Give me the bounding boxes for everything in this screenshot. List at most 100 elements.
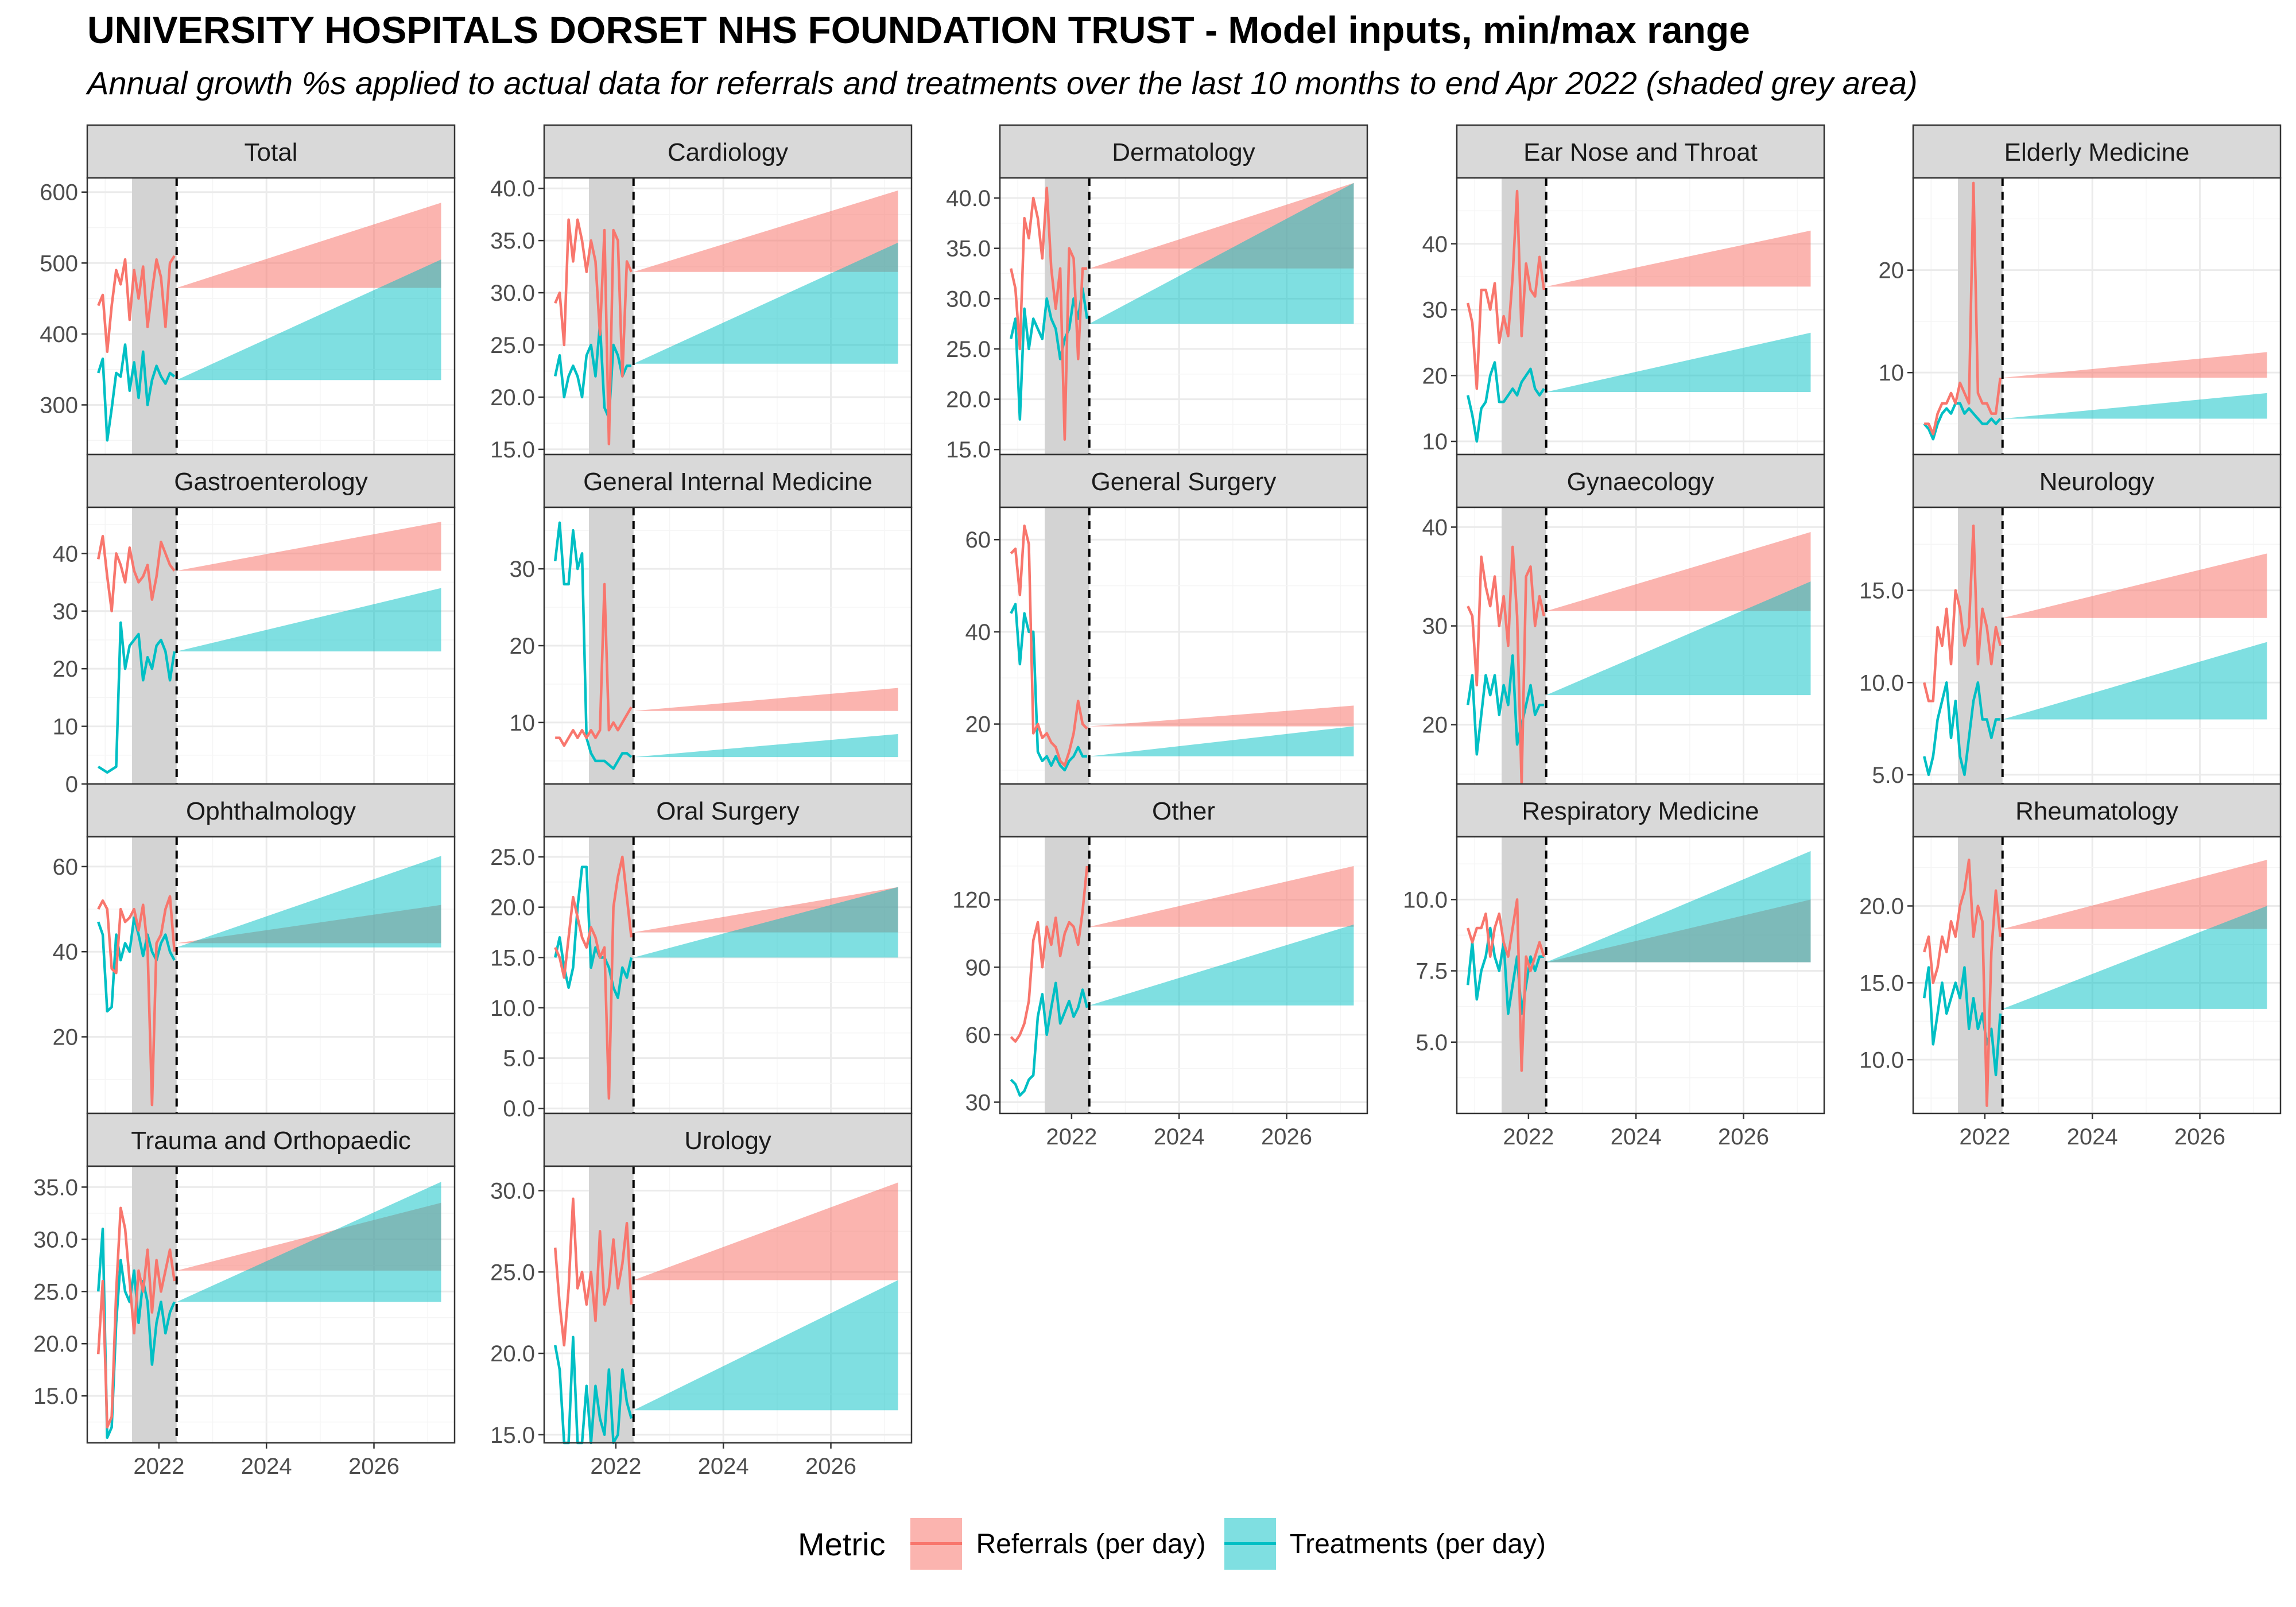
facet-label: Total [245,138,298,166]
y-tick-label: 35.0 [33,1175,78,1200]
y-tick-label: 25.0 [490,333,535,358]
referrals-line [554,218,633,446]
referral-projection-band [1089,865,1354,927]
facet-label: Gynaecology [1567,468,1715,496]
y-tick-label: 5.0 [503,1046,535,1072]
chart-title: UNIVERSITY HOSPITALS DORSET NHS FOUNDATI… [87,9,1750,51]
y-tick-label: 40 [53,541,79,566]
treatment-projection-band [633,887,898,958]
referral-projection-band [2002,860,2267,929]
y-tick-label: 30 [53,599,79,624]
treatment-projection-band [176,259,441,381]
y-tick-label: 40 [1422,515,1448,540]
y-tick-label: 10 [1879,360,1905,386]
referrals-line [1010,865,1089,1043]
y-tick-label: 35.0 [490,228,535,254]
y-tick-label: 20 [1422,363,1448,389]
referral-projection-band [1546,230,1811,287]
x-tick-label: 2024 [241,1454,292,1479]
facet-label: Respiratory Medicine [1522,797,1759,825]
y-tick-label: 20.0 [33,1332,78,1357]
y-tick-label: 20.0 [490,1341,535,1367]
treatment-projection-band [633,1280,898,1411]
y-tick-label: 25.0 [33,1279,78,1305]
facet-label: Ear Nose and Throat [1523,138,1758,166]
shaded-period [1502,837,1546,1113]
y-tick-label: 30 [510,557,536,582]
referrals-line [555,583,633,747]
y-tick-label: 30.0 [490,1179,535,1204]
y-tick-label: 40 [53,940,79,965]
facet-strip [1912,124,2282,179]
facet-strip [543,783,913,838]
treatments-line [97,916,176,1013]
shaded-period [1045,507,1089,784]
referral-projection-band [2002,553,2267,618]
facet-strip [543,453,913,509]
y-tick-label: 15.0 [1859,579,1904,604]
x-tick-label: 2026 [2174,1124,2225,1150]
x-tick-label: 2024 [1154,1124,1205,1150]
y-tick-label: 500 [40,251,78,276]
legend-key-referrals [910,1518,963,1570]
x-tick-label: 2022 [1959,1124,2010,1150]
facet-label: Cardiology [668,138,788,166]
y-tick-label: 30 [965,1090,991,1115]
y-tick-label: 25.0 [946,337,991,362]
treatments-line [1923,402,2002,441]
treatment-projection-band [1089,183,1354,324]
legend-key-treatments [1224,1518,1276,1570]
referral-projection-band [633,688,898,711]
y-tick-label: 40.0 [490,176,535,201]
x-tick-label: 2022 [133,1454,184,1479]
treatment-projection-band [2002,906,2267,1009]
treatments-line [554,323,631,420]
referrals-line [1010,187,1087,441]
x-tick-label: 2026 [805,1454,856,1479]
shaded-period [132,1166,177,1443]
shaded-period [1958,178,2003,455]
facet-strip [86,453,456,509]
facet-label: General Surgery [1091,468,1277,496]
panel-border [86,1165,456,1444]
y-tick-label: 0.0 [503,1096,535,1121]
y-tick-label: 15.0 [490,945,535,971]
treatments-line [1467,361,1545,443]
panel-border [999,836,1368,1115]
y-tick-label: 400 [40,322,78,347]
facet-label: Gastroenterology [174,468,368,496]
y-tick-label: 20 [965,712,991,737]
treatments-line [97,621,176,774]
facet-strip [543,124,913,179]
panel-border [1912,836,2282,1115]
x-tick-label: 2024 [698,1454,749,1479]
chart-subtitle: Annual growth %s applied to actual data … [87,65,1918,101]
y-tick-label: 30.0 [490,281,535,306]
referrals-line [1467,898,1546,1072]
facet-label: Rheumatology [2015,797,2178,825]
treatment-projection-band [1089,726,1354,756]
referral-projection-band [176,522,441,571]
referrals-line [96,1206,176,1429]
facet-strip [1912,783,2282,838]
y-tick-label: 20.0 [1859,894,1904,919]
referral-projection-band [633,190,898,272]
y-tick-label: 60 [965,527,991,553]
legend-title: Metric [798,1526,886,1562]
y-tick-label: 15.0 [946,437,991,463]
facet-strip [1456,124,1825,179]
y-tick-label: 10 [510,711,536,736]
shaded-period [1045,837,1089,1113]
y-tick-label: 300 [40,393,78,418]
treatment-projection-band [2002,642,2267,720]
treatment-projection-band [176,856,441,948]
y-tick-label: 20.0 [490,385,535,410]
legend-label-treatments: Treatments (per day) [1289,1528,1546,1559]
y-tick-label: 25.0 [490,845,535,870]
facet-strip [543,1112,913,1167]
referrals-line [1924,181,2002,436]
referral-projection-band [1089,705,1354,727]
x-tick-label: 2022 [1503,1124,1554,1150]
referrals-line [97,255,176,354]
y-tick-label: 0 [65,772,78,797]
